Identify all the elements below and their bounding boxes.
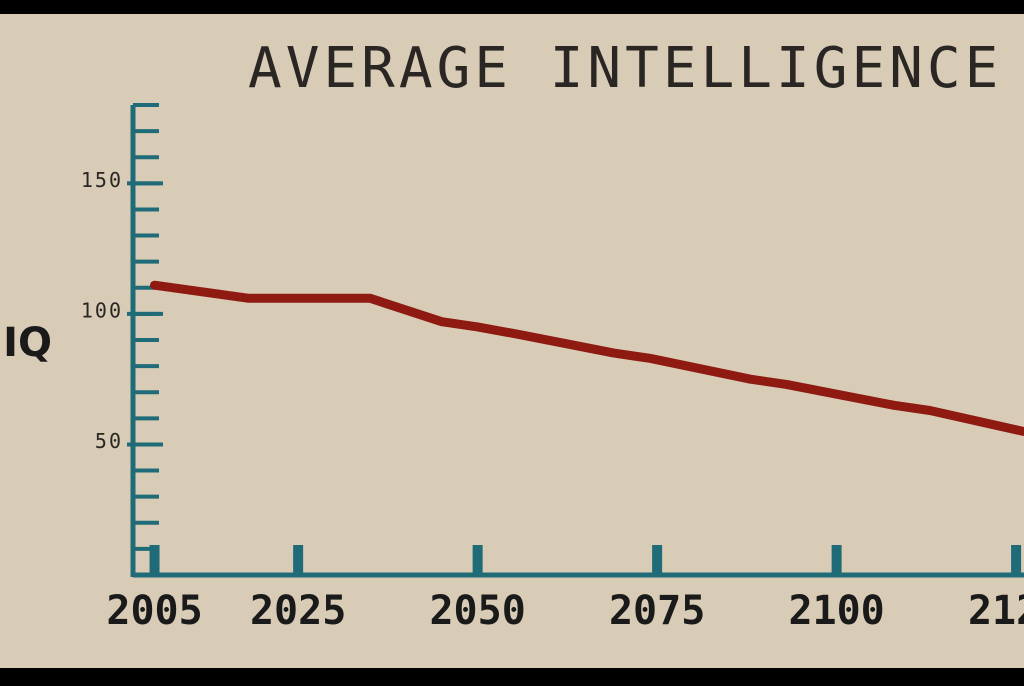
x-tick xyxy=(472,545,483,575)
x-tick-label: 2075 xyxy=(609,588,705,634)
y-tick-label: 50 xyxy=(95,429,123,453)
x-tick-label: 2005 xyxy=(106,588,202,634)
y-tick-label: 100 xyxy=(81,298,123,322)
x-tick xyxy=(149,545,160,575)
y-tick-label: 150 xyxy=(81,168,123,192)
x-tick xyxy=(652,545,663,575)
x-tick xyxy=(293,545,304,575)
chart-title: AVERAGE INTELLIGENCE xyxy=(248,36,1002,101)
x-tick xyxy=(1011,545,1022,575)
y-axis-label: IQ xyxy=(3,320,52,366)
x-tick xyxy=(831,545,842,575)
screen xyxy=(0,14,1024,668)
x-tick-label: 2125 xyxy=(968,588,1024,634)
x-tick-label: 2025 xyxy=(250,588,346,634)
data-line xyxy=(150,280,1024,436)
x-tick-label: 2100 xyxy=(788,588,884,634)
x-tick-label: 2050 xyxy=(429,588,525,634)
